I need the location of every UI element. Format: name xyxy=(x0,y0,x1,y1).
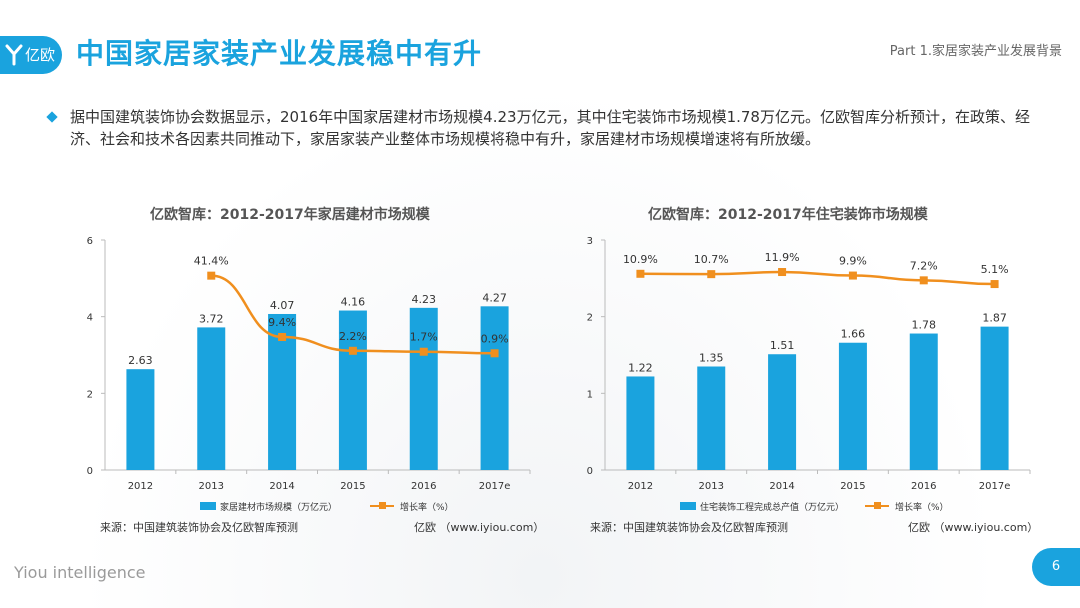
growth-value-label: 7.2% xyxy=(910,259,938,272)
bar-value-label: 4.16 xyxy=(341,296,366,309)
x-tick-label: 2017e xyxy=(479,481,511,492)
growth-value-label: 41.4% xyxy=(194,255,229,268)
x-tick-label: 2013 xyxy=(699,481,724,492)
chart1-source: 来源：中国建筑装饰协会及亿欧智库预测 xyxy=(100,521,298,534)
legend-line-marker xyxy=(874,502,881,509)
y-tick-label: 2 xyxy=(87,389,93,400)
bar-value-label: 1.87 xyxy=(982,312,1007,325)
legend-bar-swatch xyxy=(680,502,696,510)
bar xyxy=(197,327,226,470)
x-tick-label: 2017e xyxy=(979,481,1011,492)
growth-marker xyxy=(636,269,645,278)
growth-marker xyxy=(707,270,716,279)
logo: 亿欧 xyxy=(0,36,62,74)
y-tick-label: 3 xyxy=(587,236,593,247)
growth-line xyxy=(211,274,495,355)
growth-value-label: 9.4% xyxy=(268,316,296,329)
legend-line-label: 增长率（%） xyxy=(400,501,454,513)
bullet-diamond-icon xyxy=(46,111,58,123)
legend-bar-label: 住宅装饰工程完成总产值（万亿元） xyxy=(700,501,844,513)
growth-line xyxy=(640,270,995,286)
growth-value-label: 2.2% xyxy=(339,330,367,343)
x-tick-label: 2014 xyxy=(769,481,794,492)
bar xyxy=(838,342,867,470)
bar-value-label: 1.78 xyxy=(912,319,937,332)
chart1-title: 亿欧智库：2012-2017年家居建材市场规模 xyxy=(150,207,430,223)
chart2-source: 来源：中国建筑装饰协会及亿欧智库预测 xyxy=(590,521,788,534)
growth-value-label: 0.9% xyxy=(481,332,509,345)
bar-value-label: 3.72 xyxy=(199,312,224,325)
bar xyxy=(768,354,797,470)
page-title: 中国家居家装产业发展稳中有升 xyxy=(76,37,483,70)
legend-line-marker xyxy=(379,502,386,509)
page-header: 亿欧 中国家居家装产业发展稳中有升 Part 1.家居家装产业发展背景 xyxy=(0,24,1080,86)
growth-value-label: 11.9% xyxy=(765,251,800,264)
growth-value-label: 5.1% xyxy=(981,263,1009,276)
growth-marker xyxy=(419,347,428,356)
x-tick-label: 2016 xyxy=(911,481,936,492)
logo-y-icon xyxy=(5,44,23,66)
growth-value-label: 1.7% xyxy=(410,331,438,344)
x-tick-label: 2016 xyxy=(411,481,436,492)
legend-bar-swatch xyxy=(200,502,216,510)
chart1-credit: 亿欧 （www.iyiou.com） xyxy=(414,521,545,534)
bar xyxy=(980,326,1009,470)
growth-marker xyxy=(848,271,857,280)
bar-value-label: 1.35 xyxy=(699,352,724,365)
footer-brand: Yiou intelligence xyxy=(14,563,146,582)
x-tick-label: 2014 xyxy=(269,481,294,492)
growth-value-label: 10.7% xyxy=(694,253,729,266)
growth-marker xyxy=(348,346,357,355)
growth-marker xyxy=(490,349,499,358)
growth-value-label: 10.9% xyxy=(623,253,658,266)
y-tick-label: 4 xyxy=(87,313,93,324)
x-tick-label: 2013 xyxy=(199,481,224,492)
x-tick-label: 2015 xyxy=(840,481,865,492)
bar xyxy=(697,366,726,470)
growth-marker xyxy=(919,276,928,285)
bar-value-label: 4.27 xyxy=(482,291,507,304)
bar-value-label: 1.22 xyxy=(628,361,653,374)
section-label: Part 1.家居家装产业发展背景 xyxy=(889,44,1062,59)
bar xyxy=(626,376,655,470)
growth-marker xyxy=(990,280,999,289)
bar xyxy=(480,306,509,470)
chart1-svg: 0 2 4 6 2012 2.63 2013 3.72 2014 4.07 2015 4.16 2016… xyxy=(87,236,531,513)
page-number: 6 xyxy=(1032,548,1080,586)
bar xyxy=(909,333,938,470)
growth-marker xyxy=(278,332,287,341)
y-tick-label: 1 xyxy=(587,389,593,400)
bar-value-label: 1.66 xyxy=(841,328,866,341)
x-tick-label: 2015 xyxy=(340,481,365,492)
y-tick-label: 2 xyxy=(587,313,593,324)
x-tick-label: 2012 xyxy=(628,481,653,492)
x-tick-label: 2012 xyxy=(128,481,153,492)
chart2-title: 亿欧智库：2012-2017年住宅装饰市场规模 xyxy=(648,207,928,223)
summary-text: 据中国建筑装饰协会数据显示，2016年中国家居建材市场规模4.23万亿元，其中住… xyxy=(70,108,1030,148)
chart2-credit: 亿欧 （www.iyiou.com） xyxy=(908,521,1039,534)
bar-value-label: 4.23 xyxy=(412,293,437,306)
bar xyxy=(126,369,155,470)
bar xyxy=(338,310,367,470)
growth-value-label: 9.9% xyxy=(839,255,867,268)
bar-value-label: 4.07 xyxy=(270,299,295,312)
logo-text: 亿欧 xyxy=(25,46,56,64)
y-tick-label: 0 xyxy=(587,466,593,477)
growth-marker xyxy=(778,268,787,277)
legend-bar-label: 家居建材市场规模（万亿元） xyxy=(220,501,337,513)
y-tick-label: 0 xyxy=(87,466,93,477)
bar-value-label: 1.51 xyxy=(770,339,795,352)
bar-value-label: 2.63 xyxy=(128,354,153,367)
y-tick-label: 6 xyxy=(87,236,93,247)
legend-line-label: 增长率（%） xyxy=(895,501,949,513)
growth-marker xyxy=(207,271,216,280)
summary-bullet: 据中国建筑装饰协会数据显示，2016年中国家居建材市场规模4.23万亿元，其中住… xyxy=(46,106,1036,150)
bar xyxy=(409,307,438,470)
chart2-svg: 0 1 2 3 2012 1.22 2013 1.35 2014 1.51 2015 1.66 2016… xyxy=(587,236,1031,513)
